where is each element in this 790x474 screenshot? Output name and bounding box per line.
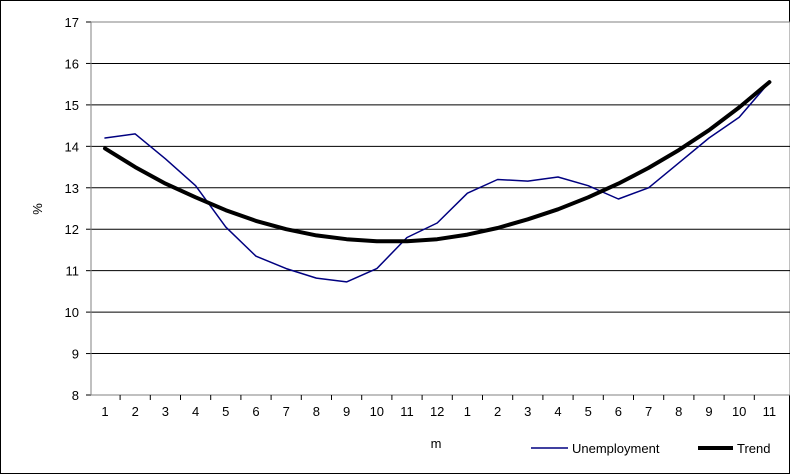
x-tick-label: 3 [162, 404, 169, 419]
series-lines [103, 80, 772, 283]
x-tick-label: 4 [192, 404, 199, 419]
x-tick-label: 8 [313, 404, 320, 419]
x-tick-label: 4 [554, 404, 561, 419]
legend-label-trend: Trend [737, 441, 770, 456]
x-tick-label: 11 [400, 404, 414, 419]
y-tick-label: 16 [65, 56, 79, 71]
y-tick-label: 9 [72, 347, 79, 362]
x-axis-ticks: 1 2 3 4 5 6 7 8 9 10 11 12 1 2 3 4 5 6 7 8 9 10 11 [90, 22, 790, 419]
y-tick-label: 17 [65, 15, 79, 30]
x-tick-label: 1 [101, 404, 108, 419]
x-tick-label: 2 [494, 404, 501, 419]
x-tick-label: 8 [675, 404, 682, 419]
x-tick-label: 7 [645, 404, 652, 419]
x-tick-label: 6 [252, 404, 259, 419]
series-line-unemployment [104, 81, 771, 283]
x-tick-label: 11 [763, 404, 777, 419]
x-tick-label: 10 [732, 404, 746, 419]
y-axis-ticks: 8 9 10 11 12 13 14 15 16 17 [65, 15, 91, 403]
x-tick-label: 5 [222, 404, 229, 419]
y-tick-label: 14 [65, 139, 79, 154]
x-tick-label: 9 [343, 404, 350, 419]
y-tick-label: 15 [65, 98, 79, 113]
y-axis-title: % [30, 203, 45, 215]
legend-label-unemployment: Unemployment [572, 441, 660, 456]
x-axis-title: m [431, 436, 442, 451]
legend: Unemployment Trend [531, 441, 770, 456]
x-tick-label: 5 [585, 404, 592, 419]
x-tick-label: 1 [464, 404, 471, 419]
plot-area [90, 21, 790, 396]
gridlines [91, 62, 790, 355]
x-tick-label: 3 [524, 404, 531, 419]
x-tick-label: 9 [705, 404, 712, 419]
x-tick-label: 2 [132, 404, 139, 419]
y-tick-label: 12 [65, 222, 79, 237]
series-line-trend [103, 80, 772, 244]
x-tick-label: 12 [430, 404, 444, 419]
y-tick-label: 11 [66, 264, 80, 279]
x-tick-label: 10 [370, 404, 384, 419]
y-tick-label: 10 [65, 305, 79, 320]
y-tick-label: 13 [65, 181, 79, 196]
y-tick-label: 8 [72, 388, 79, 403]
x-tick-label: 6 [615, 404, 622, 419]
x-tick-label: 7 [283, 404, 290, 419]
